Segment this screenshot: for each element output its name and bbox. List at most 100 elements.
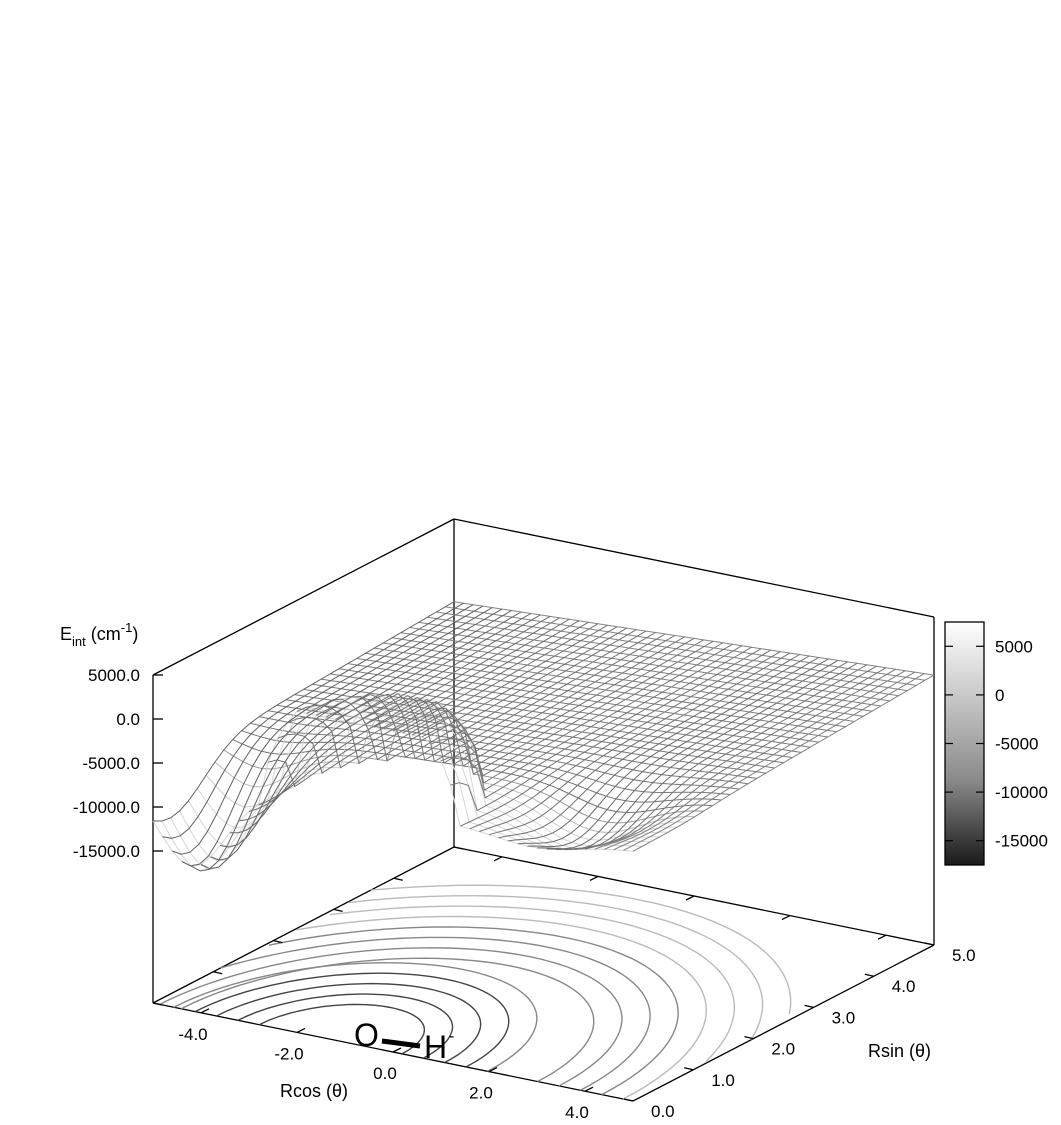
- colorbar-tick-label: -10000: [995, 783, 1048, 802]
- surface-mesh-line: [632, 674, 935, 852]
- surface-mesh-line: [354, 632, 656, 763]
- surface-mesh-line: [450, 646, 752, 812]
- surface-mesh-line: [498, 654, 800, 839]
- surface-mesh-line: [575, 665, 877, 850]
- z-axis: 5000.0 0.0 -5000.0 -10000.0 -15000.0: [73, 666, 163, 861]
- surface-mesh-line: [239, 614, 541, 822]
- contour-line: [220, 936, 651, 1091]
- surface-mesh-line: [459, 648, 762, 827]
- x-tick-label: -4.0: [178, 1025, 207, 1044]
- y-tick-label: 3.0: [832, 1008, 856, 1027]
- colorbar-tick-label: 5000: [995, 637, 1033, 656]
- molecule-label: O H -: [354, 1017, 454, 1065]
- y-axis: 0.0 1.0 2.0 3.0 4.0 5.0: [152, 846, 976, 1121]
- x-axis-label: Rcos (θ): [280, 1081, 348, 1101]
- surface-mesh-line: [508, 655, 810, 842]
- x-tick-label: 4.0: [565, 1103, 589, 1122]
- contour-line: [330, 905, 735, 1062]
- y-tick-label: 1.0: [711, 1071, 735, 1090]
- z-tick-label: 5000.0: [88, 666, 140, 685]
- x-tick-mark: [296, 1027, 306, 1033]
- surface-mesh-line: [153, 601, 455, 822]
- surface-mesh-line: [191, 607, 493, 872]
- contour-line: [268, 926, 679, 1096]
- surface-mesh-line: [205, 693, 687, 841]
- surface-mesh-line: [488, 652, 791, 836]
- x-tick-label: 2.0: [469, 1084, 493, 1103]
- charge-label: -: [449, 1028, 454, 1045]
- surface-mesh-line: [517, 657, 820, 845]
- y-tick-mark-back: [213, 971, 223, 975]
- y-tick-mark-back: [393, 877, 403, 881]
- surface-mesh-line: [594, 668, 896, 850]
- surface-mesh-line: [181, 605, 484, 867]
- y-tick-mark-back: [453, 846, 464, 850]
- contour-line: [216, 982, 482, 1064]
- contour-line: [194, 972, 510, 1068]
- surface-mesh-line: [363, 633, 666, 764]
- surface-mesh-line: [565, 664, 868, 851]
- surface-mesh-line: [613, 671, 916, 851]
- x-tick-mark-back: [493, 856, 503, 862]
- surface-mesh-line: [392, 637, 695, 769]
- surface-mesh-line: [411, 640, 714, 777]
- surface-mesh-line: [306, 624, 608, 761]
- contour-line: [258, 1003, 425, 1055]
- x-tick-mark: [200, 1008, 210, 1014]
- surface-mesh-line: [229, 613, 532, 834]
- y-tick-label: 0.0: [651, 1102, 675, 1121]
- x-tick-label: 0.0: [373, 1064, 397, 1083]
- y-tick-mark: [684, 1067, 694, 1071]
- y-tick-mark: [804, 1004, 814, 1009]
- x-tick-label: -2.0: [274, 1044, 303, 1063]
- surface-mesh-line: [296, 623, 599, 765]
- surface-mesh-line: [277, 620, 580, 774]
- y-tick-mark-back: [333, 908, 343, 913]
- surface-mesh-line: [556, 662, 858, 851]
- y-tick-mark: [864, 973, 874, 977]
- y-axis-label: Rsin (θ): [868, 1041, 931, 1061]
- surface-mesh-line: [479, 651, 781, 833]
- z-tick-label: 0.0: [116, 710, 140, 729]
- y-tick-label: 2.0: [771, 1040, 795, 1059]
- colorbar: 5000 0 -5000 -10000 -15000: [944, 621, 1048, 866]
- z-tick-label: -5000.0: [82, 754, 140, 773]
- x-tick-mark-back: [685, 895, 695, 901]
- surface-mesh-line: [325, 627, 628, 758]
- contour-line: [370, 884, 792, 1015]
- contour-line: [180, 957, 595, 1083]
- surface-mesh-line: [604, 670, 906, 850]
- x-tick-mark: [584, 1086, 594, 1092]
- y-tick-label: 4.0: [892, 977, 916, 996]
- surface-mesh-line: [383, 636, 685, 767]
- contour-projection: [159, 884, 792, 1100]
- y-tick-mark: [744, 1035, 754, 1040]
- z-axis-label: Eint (cm-1): [60, 620, 138, 649]
- contour-line: [348, 894, 764, 1040]
- oxygen-atom-label: O: [354, 1017, 379, 1053]
- surface-mesh-line: [248, 615, 551, 812]
- contour-line: [296, 915, 707, 1100]
- hydrogen-atom-label: H: [424, 1029, 447, 1065]
- colorbar-tick-label: -15000: [995, 832, 1048, 851]
- surface-mesh-line: [344, 630, 647, 761]
- y-tick-label: 5.0: [952, 946, 976, 965]
- bond-line: [381, 1038, 421, 1049]
- surface-mesh-line: [172, 604, 474, 855]
- y-tick-mark-back: [152, 1002, 163, 1006]
- colorbar-tick-label: -5000: [995, 735, 1038, 754]
- surface-mesh-line: [373, 635, 676, 766]
- surface-mesh-line: [431, 643, 733, 791]
- surface-mesh-line: [210, 610, 512, 861]
- energy-surface: [152, 601, 935, 872]
- contour-line: [237, 993, 454, 1059]
- contour-line: [159, 947, 623, 1087]
- y-tick-mark: [623, 1098, 634, 1102]
- surface-mesh-line: [259, 716, 740, 790]
- surface-mesh-line: [335, 629, 637, 760]
- surface-mesh-line: [623, 673, 925, 851]
- surface-mesh-line: [537, 659, 839, 850]
- x-axis: -4.0-2.00.02.04.0: [178, 856, 887, 1122]
- surface-mesh-line: [268, 618, 570, 788]
